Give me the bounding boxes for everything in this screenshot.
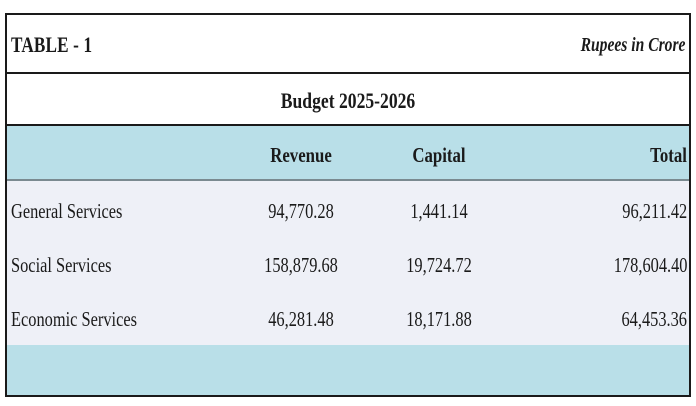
capital-cell: 18,171.88	[406, 307, 472, 331]
header-revenue: Revenue	[270, 143, 332, 167]
row-label: General Services	[11, 199, 123, 223]
table-row: Economic Services 46,281.48 18,171.88 64…	[7, 291, 689, 345]
revenue-cell: 46,281.48	[268, 307, 334, 331]
table-row: General Services 94,770.28 1,441.14 96,2…	[7, 183, 689, 237]
row-label: Social Services	[11, 253, 112, 277]
total-cell: 178,604.40	[613, 253, 687, 277]
table-footer-band	[7, 345, 689, 395]
table-body: General Services 94,770.28 1,441.14 96,2…	[7, 181, 689, 345]
table-row: Social Services 158,879.68 19,724.72 178…	[7, 237, 689, 291]
row-label: Economic Services	[11, 307, 137, 331]
header-capital: Capital	[412, 143, 466, 167]
capital-cell: 1,441.14	[410, 199, 468, 223]
table-label: TABLE - 1	[11, 32, 93, 57]
revenue-cell: 94,770.28	[268, 199, 334, 223]
capital-cell: 19,724.72	[406, 253, 472, 277]
revenue-cell: 158,879.68	[264, 253, 338, 277]
column-header-row: Revenue Capital Total	[7, 126, 689, 181]
total-cell: 96,211.42	[622, 199, 687, 223]
table-title-row: TABLE - 1 Rupees in Crore	[7, 15, 689, 74]
units-label: Rupees in Crore	[580, 34, 685, 56]
total-cell: 64,453.36	[621, 307, 687, 331]
budget-table: TABLE - 1 Rupees in Crore Budget 2025-20…	[5, 13, 691, 397]
budget-title-row: Budget 2025-2026	[7, 74, 689, 126]
header-total: Total	[650, 143, 687, 167]
budget-title: Budget 2025-2026	[280, 88, 416, 113]
